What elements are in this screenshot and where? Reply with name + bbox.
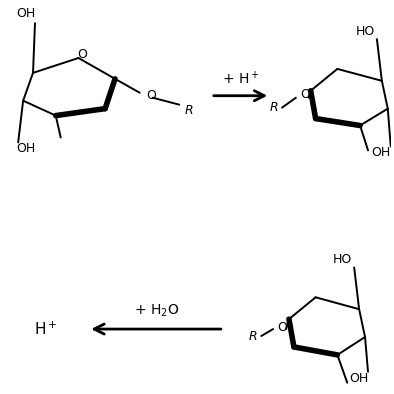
Text: O: O <box>300 88 310 101</box>
Text: R: R <box>185 104 193 117</box>
Text: OH: OH <box>371 146 390 159</box>
Text: O: O <box>277 321 287 334</box>
Text: O: O <box>147 89 156 102</box>
Text: + H$_2$O: + H$_2$O <box>134 303 179 320</box>
Text: R: R <box>249 329 258 342</box>
Text: H$^+$: H$^+$ <box>34 320 58 338</box>
Text: OH: OH <box>349 372 369 385</box>
Text: + H$^+$: + H$^+$ <box>222 70 259 87</box>
Text: HO: HO <box>333 253 352 266</box>
Text: O: O <box>78 48 87 61</box>
Text: OH: OH <box>17 7 36 20</box>
Text: HO: HO <box>355 25 375 38</box>
Text: R: R <box>270 101 279 114</box>
Text: OH: OH <box>17 142 36 155</box>
